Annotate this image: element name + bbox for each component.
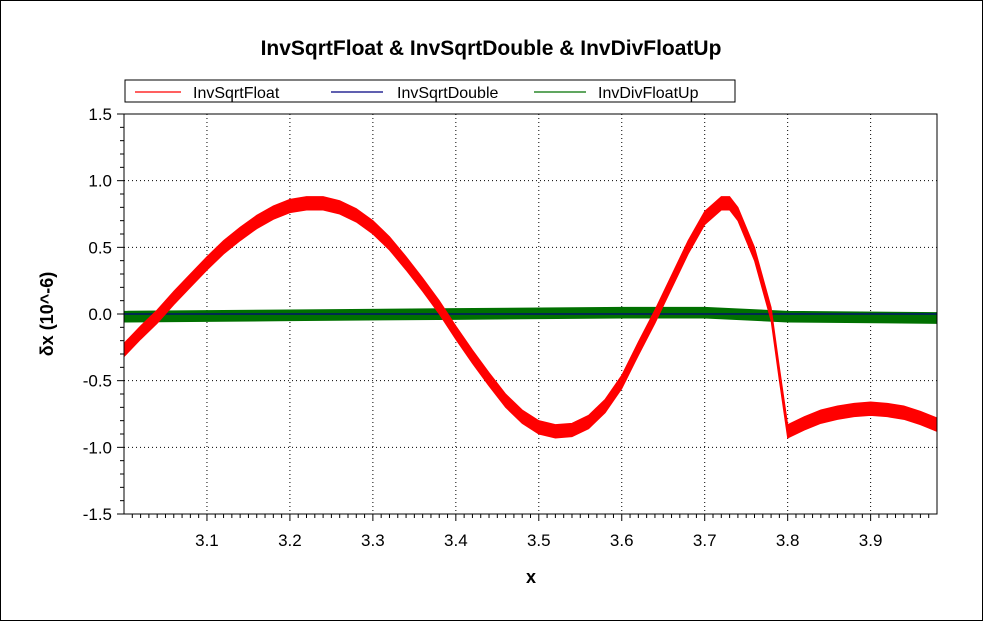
- legend-label-1: InvSqrtDouble: [397, 85, 498, 102]
- x-axis-label: x: [526, 567, 536, 587]
- x-tick-label: 3.4: [444, 531, 468, 550]
- y-tick-label: 1.0: [88, 172, 112, 191]
- series-layer: [123, 196, 938, 439]
- y-tick-label: 0.5: [88, 238, 112, 257]
- y-tick-label: 0.0: [88, 305, 112, 324]
- legend-label-0: InvSqrtFloat: [193, 85, 280, 102]
- y-tick-label: 1.5: [88, 105, 112, 124]
- y-tick-label: -0.5: [83, 372, 112, 391]
- legend: InvSqrtFloat InvSqrtDouble InvDivFloatUp: [124, 79, 736, 103]
- series-line-invdivfloatup: [123, 311, 938, 319]
- y-axis-label: δx (10^-6): [37, 272, 57, 356]
- y-tick-label: -1.5: [83, 505, 112, 524]
- y-tick-label: -1.0: [83, 438, 112, 457]
- x-tick-label: 3.3: [361, 531, 385, 550]
- x-tick-label: 3.7: [693, 531, 717, 550]
- x-tick-label: 3.9: [859, 531, 883, 550]
- x-tick-label: 3.2: [278, 531, 302, 550]
- legend-box: [124, 79, 736, 103]
- series-line-invsqrtfloat: [123, 202, 938, 433]
- axis-ticks: 1.5 1.0 0.5 0.0 -0.5 -1.0 -1.5 3.1 3.2 3.3 3.4 3.5 3…: [83, 105, 930, 550]
- legend-label-2: InvDivFloatUp: [598, 85, 699, 102]
- x-tick-label: 3.1: [195, 531, 219, 550]
- x-tick-label: 3.6: [610, 531, 634, 550]
- x-tick-label: 3.5: [527, 531, 551, 550]
- x-tick-label: 3.8: [776, 531, 800, 550]
- chart-title: InvSqrtFloat & InvSqrtDouble & InvDivFlo…: [261, 37, 722, 60]
